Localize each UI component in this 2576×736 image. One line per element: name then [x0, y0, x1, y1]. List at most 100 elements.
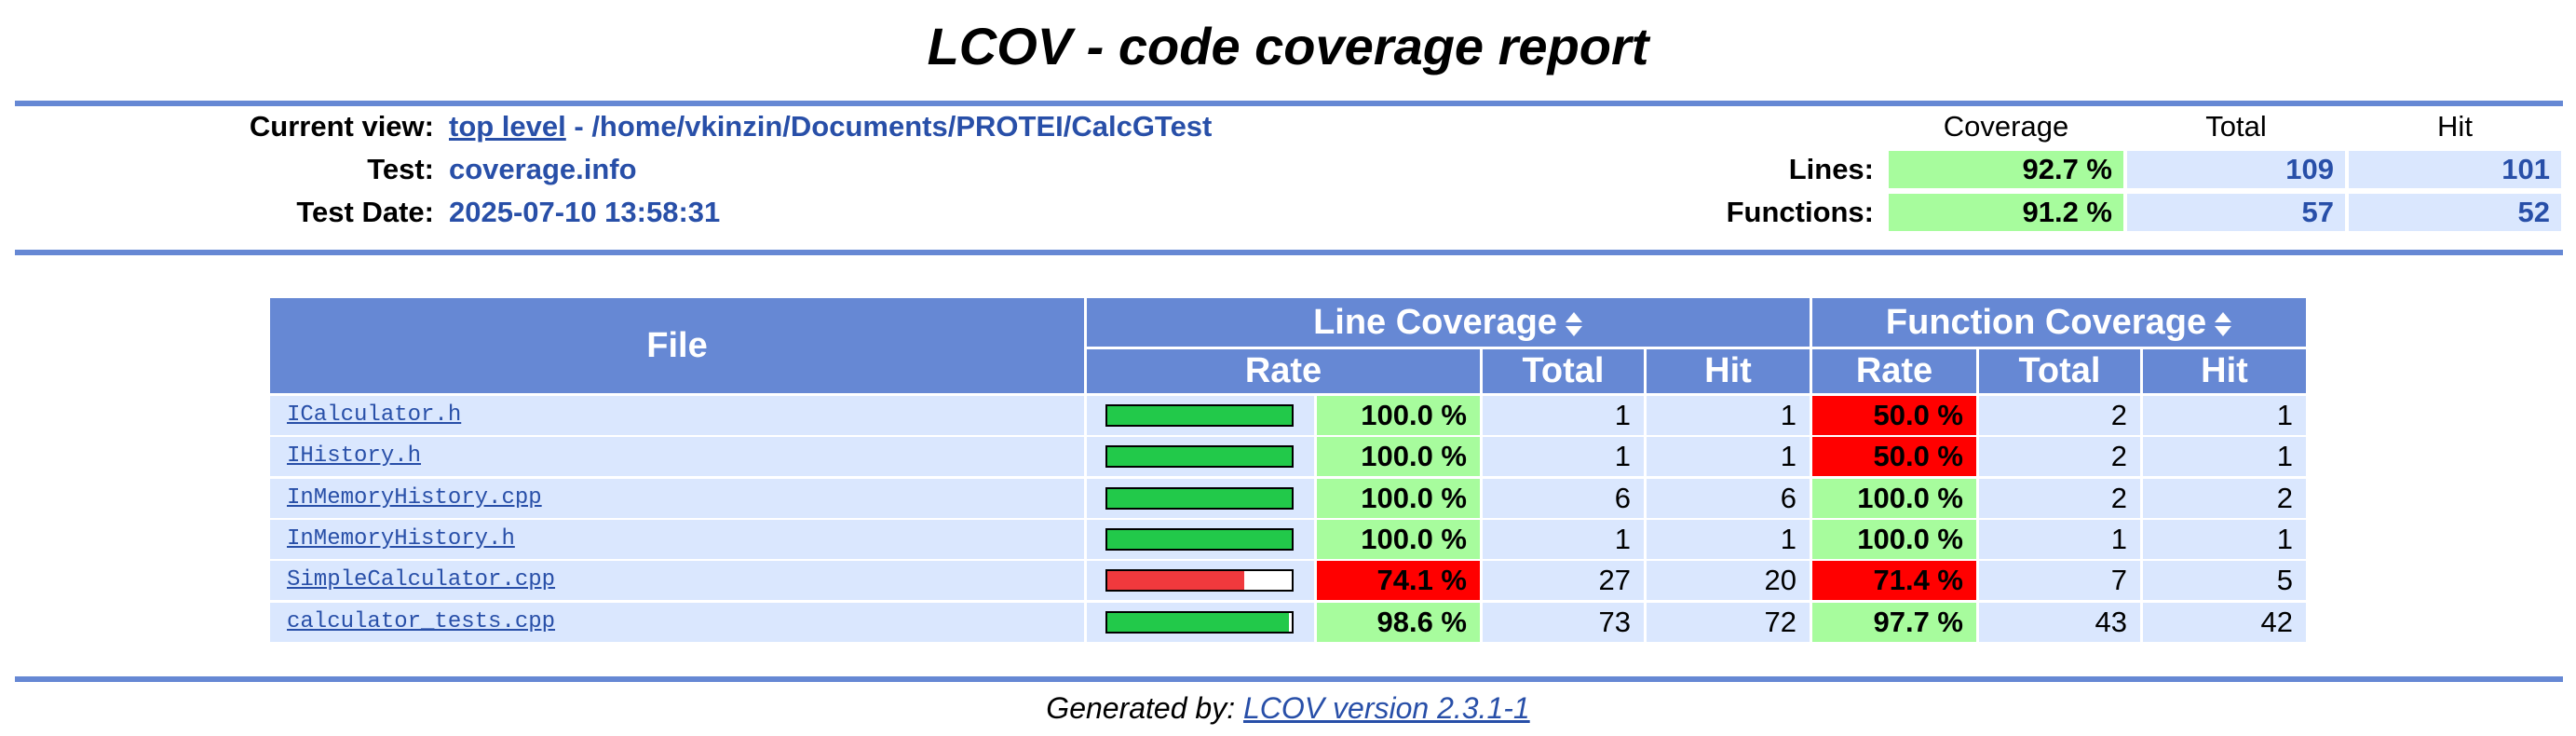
test-label: Test: — [367, 153, 434, 185]
line-total-value: 1 — [1483, 437, 1644, 476]
table-row-file: InMemoryHistory.h — [270, 520, 1084, 559]
function-total-value: 1 — [1979, 520, 2140, 559]
coverage-bar — [1105, 611, 1294, 634]
summary-functions-label: Functions: — [1726, 196, 1874, 228]
function-coverage-header[interactable]: Function Coverage — [1812, 298, 2306, 347]
function-hit-value: 2 — [2143, 479, 2306, 518]
summary-hit-header: Hit — [2437, 110, 2473, 143]
file-link[interactable]: InMemoryHistory.cpp — [287, 485, 542, 511]
line-total-value: 6 — [1483, 479, 1644, 518]
function-hit-header: Hit — [2143, 349, 2306, 393]
table-row-file: SimpleCalculator.cpp — [270, 561, 1084, 600]
line-total-value: 1 — [1483, 396, 1644, 435]
line-hit-value: 1 — [1647, 437, 1810, 476]
test-value: coverage.info — [449, 153, 637, 185]
sort-icon[interactable] — [2214, 310, 2232, 338]
coverage-bar — [1105, 445, 1294, 468]
summary-lines-hit: 101 — [2349, 151, 2561, 188]
coverage-bar-fill — [1107, 613, 1290, 632]
coverage-bar — [1105, 569, 1294, 592]
table-row-file: IHistory.h — [270, 437, 1084, 476]
line-total-value: 73 — [1483, 603, 1644, 642]
line-rate-value: 98.6 % — [1317, 603, 1480, 642]
current-view-value: top level - /home/vkinzin/Documents/PROT… — [449, 108, 1212, 145]
summary-lines-total: 109 — [2127, 151, 2345, 188]
summary-total-header: Total — [2205, 110, 2267, 143]
function-rate-value: 71.4 % — [1812, 561, 1976, 600]
coverage-bar-cell — [1087, 561, 1314, 600]
line-rate-value: 100.0 % — [1317, 479, 1480, 518]
function-total-value: 7 — [1979, 561, 2140, 600]
coverage-bar-cell — [1087, 603, 1314, 642]
line-rate-value: 100.0 % — [1317, 520, 1480, 559]
file-column-header: File — [270, 298, 1084, 393]
line-total-header: Total — [1483, 349, 1644, 393]
function-total-header: Total — [1979, 349, 2140, 393]
file-link[interactable]: calculator_tests.cpp — [287, 609, 556, 634]
top-divider — [15, 101, 2563, 106]
line-total-value: 27 — [1483, 561, 1644, 600]
function-hit-value: 1 — [2143, 437, 2306, 476]
bottom-divider — [15, 676, 2563, 682]
line-coverage-header-label: Line Coverage — [1313, 303, 1557, 342]
coverage-bar-fill — [1107, 406, 1292, 425]
function-coverage-header-label: Function Coverage — [1885, 303, 2207, 342]
file-link[interactable]: IHistory.h — [287, 443, 422, 469]
function-hit-value: 1 — [2143, 520, 2306, 559]
function-total-value: 2 — [1979, 437, 2140, 476]
function-rate-value: 100.0 % — [1812, 479, 1976, 518]
table-row-file: InMemoryHistory.cpp — [270, 479, 1084, 518]
line-rate-value: 74.1 % — [1317, 561, 1480, 600]
test-date-label: Test Date: — [296, 196, 434, 228]
file-link[interactable]: SimpleCalculator.cpp — [287, 567, 556, 593]
coverage-bar — [1105, 487, 1294, 510]
coverage-bar — [1105, 528, 1294, 551]
footer: Generated by: LCOV version 2.3.1-1 — [0, 688, 2576, 729]
line-hit-header: Hit — [1647, 349, 1810, 393]
coverage-bar-fill — [1107, 571, 1244, 590]
file-link[interactable]: ICalculator.h — [287, 402, 462, 428]
lcov-version-link[interactable]: LCOV version 2.3.1-1 — [1242, 691, 1530, 725]
function-total-value: 43 — [1979, 603, 2140, 642]
function-rate-value: 100.0 % — [1812, 520, 1976, 559]
coverage-bar-cell — [1087, 479, 1314, 518]
top-level-link[interactable]: top level — [449, 110, 566, 143]
function-total-value: 2 — [1979, 479, 2140, 518]
report-title: LCOV - code coverage report — [927, 17, 1649, 75]
coverage-bar-fill — [1107, 447, 1292, 466]
coverage-bar-fill — [1107, 489, 1292, 508]
footer-prefix: Generated by: — [1046, 691, 1243, 725]
summary-coverage-header: Coverage — [1943, 110, 2069, 143]
file-link[interactable]: InMemoryHistory.h — [287, 526, 515, 552]
current-view-path: - /home/vkinzin/Documents/PROTEI/CalcGTe… — [565, 110, 1213, 143]
table-row-file: calculator_tests.cpp — [270, 603, 1084, 642]
line-hit-value: 20 — [1647, 561, 1810, 600]
coverage-bar-cell — [1087, 396, 1314, 435]
coverage-bar-cell — [1087, 520, 1314, 559]
summary-lines-coverage: 92.7 % — [1889, 151, 2123, 188]
summary-functions-total: 57 — [2127, 194, 2345, 231]
line-total-value: 1 — [1483, 520, 1644, 559]
line-coverage-header[interactable]: Line Coverage — [1087, 298, 1810, 347]
line-hit-value: 1 — [1647, 396, 1810, 435]
line-hit-value: 1 — [1647, 520, 1810, 559]
coverage-bar-cell — [1087, 437, 1314, 476]
summary-lines-label: Lines: — [1788, 153, 1874, 185]
function-rate-header: Rate — [1812, 349, 1976, 393]
function-rate-value: 97.7 % — [1812, 603, 1976, 642]
function-total-value: 2 — [1979, 396, 2140, 435]
middle-divider — [15, 250, 2563, 255]
sort-icon[interactable] — [1565, 310, 1583, 338]
summary-functions-coverage: 91.2 % — [1889, 194, 2123, 231]
test-date-value: 2025-07-10 13:58:31 — [449, 196, 721, 228]
function-hit-value: 1 — [2143, 396, 2306, 435]
line-hit-value: 72 — [1647, 603, 1810, 642]
function-hit-value: 5 — [2143, 561, 2306, 600]
function-rate-value: 50.0 % — [1812, 396, 1976, 435]
line-rate-value: 100.0 % — [1317, 437, 1480, 476]
coverage-bar — [1105, 404, 1294, 427]
line-rate-header: Rate — [1087, 349, 1480, 393]
coverage-bar-fill — [1107, 530, 1292, 549]
current-view-label: Current view: — [249, 110, 434, 143]
line-rate-value: 100.0 % — [1317, 396, 1480, 435]
